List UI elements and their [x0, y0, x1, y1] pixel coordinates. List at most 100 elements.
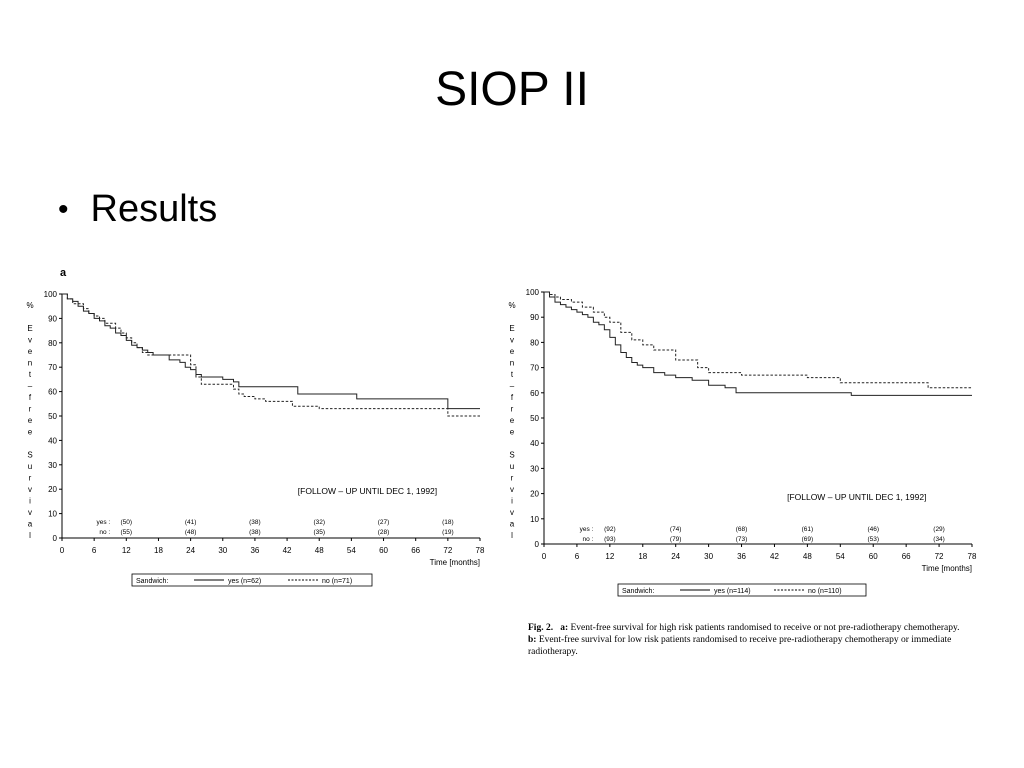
y-axis-letter: t	[29, 370, 32, 379]
at-risk-no-value: (55)	[121, 529, 133, 536]
at-risk-no-value: (38)	[249, 529, 261, 536]
y-axis-letter: i	[511, 497, 513, 506]
survival-chart-a: a 0 10 20 30 40 50 60 70 80 90 100 0 6 12 18 24 30 36 42 48 5…	[26, 267, 485, 587]
y-tick-label: 40	[530, 439, 539, 448]
at-risk-no-value: (48)	[185, 529, 197, 536]
at-risk-yes-value: (50)	[121, 519, 133, 526]
at-risk-yes-value: (46)	[867, 526, 879, 533]
x-tick-label: 18	[154, 546, 163, 555]
y-axis-letter: e	[510, 416, 515, 425]
at-risk-yes-value: (27)	[378, 519, 390, 526]
y-axis-letter: %	[508, 301, 515, 310]
y-tick-label: 0	[53, 534, 58, 543]
x-tick-label: 60	[379, 546, 388, 555]
y-axis-letter: –	[28, 382, 33, 391]
x-tick-label: 30	[704, 552, 713, 561]
y-axis-letter: r	[511, 405, 514, 414]
y-tick-label: 20	[530, 490, 539, 499]
x-tick-label: 42	[770, 552, 779, 561]
at-risk-no-label: no :	[583, 536, 594, 543]
y-axis-letter: v	[28, 485, 32, 494]
y-axis-letter: u	[28, 462, 32, 471]
at-risk-yes-label: yes :	[580, 526, 594, 533]
x-tick-label: 0	[60, 546, 65, 555]
y-tick-label: 0	[535, 540, 540, 549]
y-tick-label: 10	[530, 515, 539, 524]
at-risk-no-value: (28)	[378, 529, 390, 536]
y-axis-letter: u	[510, 462, 514, 471]
y-tick-label: 20	[48, 485, 57, 494]
y-axis-letter: v	[510, 485, 514, 494]
y-axis-letter: r	[29, 474, 32, 483]
y-tick-label: 60	[48, 388, 57, 397]
x-tick-label: 78	[968, 552, 977, 561]
survival-chart-b: 0 10 20 30 40 50 60 70 80 90 100 0 6 12 18 24 30 36 42 48 54…	[508, 288, 977, 597]
x-tick-label: 66	[902, 552, 911, 561]
y-tick-label: 80	[530, 338, 539, 347]
x-tick-label: 6	[575, 552, 580, 561]
x-tick-label: 72	[935, 552, 944, 561]
bullet-text: Results	[90, 188, 218, 230]
at-risk-no-value: (35)	[313, 529, 325, 536]
y-tick-label: 60	[530, 389, 539, 398]
at-risk-no-value: (34)	[933, 536, 945, 543]
x-tick-label: 24	[186, 546, 195, 555]
caption-fig: Fig. 2.	[528, 623, 554, 633]
y-tick-label: 80	[48, 339, 57, 348]
y-axis-letter: e	[28, 428, 33, 437]
at-risk-yes-value: (32)	[313, 519, 325, 526]
at-risk-yes-value: (74)	[670, 526, 682, 533]
at-risk-yes-value: (29)	[933, 526, 945, 533]
at-risk-yes-value: (61)	[802, 526, 814, 533]
y-tick-label: 30	[48, 461, 57, 470]
bullet-item: • Results	[58, 188, 217, 231]
y-tick-label: 90	[48, 314, 57, 323]
at-risk-no-value: (53)	[867, 536, 879, 543]
y-tick-label: 70	[530, 364, 539, 373]
legend-yes-label: yes (n=114)	[714, 588, 751, 595]
y-tick-label: 100	[44, 290, 58, 299]
at-risk-no-value: (19)	[442, 529, 454, 536]
x-tick-label: 66	[411, 546, 420, 555]
legend-box	[131, 573, 373, 587]
x-tick-label: 42	[283, 546, 292, 555]
legend-box	[617, 583, 867, 597]
y-axis-letter: a	[510, 520, 515, 529]
panel-label: a	[60, 267, 67, 279]
y-axis-letter: r	[29, 405, 32, 414]
legend-no-label: no (n=110)	[808, 588, 842, 595]
slide-title: SIOP II	[435, 63, 589, 116]
y-axis-letter: S	[27, 451, 32, 460]
series-yes-line	[62, 293, 480, 410]
caption-b-text: Event-free survival for low risk patient…	[528, 635, 952, 657]
y-tick-label: 40	[48, 436, 57, 445]
x-tick-label: 48	[803, 552, 812, 561]
at-risk-no-value: (73)	[736, 536, 748, 543]
y-axis-letter: n	[510, 359, 514, 368]
x-tick-label: 12	[122, 546, 131, 555]
y-axis-letter: S	[509, 451, 514, 460]
figure-caption: Fig. 2. a: Event-free survival for high …	[528, 622, 968, 658]
y-axis-letter: v	[510, 508, 514, 517]
x-tick-label: 30	[218, 546, 227, 555]
x-tick-label: 48	[315, 546, 324, 555]
x-tick-label: 24	[671, 552, 680, 561]
y-tick-label: 100	[526, 288, 540, 297]
at-risk-no-label: no :	[99, 529, 110, 536]
y-axis-letter: l	[511, 531, 513, 540]
y-axis-letter: i	[29, 497, 31, 506]
y-axis-letter: v	[510, 336, 514, 345]
x-tick-label: 72	[443, 546, 452, 555]
y-axis-letter: l	[29, 531, 31, 540]
y-axis-letter: %	[26, 301, 33, 310]
y-axis-letter: E	[27, 324, 32, 333]
at-risk-no-value: (93)	[604, 536, 616, 543]
x-axis-title: Time [months]	[430, 558, 480, 567]
at-risk-yes-value: (68)	[736, 526, 748, 533]
y-axis-letter: v	[28, 508, 32, 517]
legend-title: Sandwich:	[136, 578, 168, 585]
legend-yes-label: yes (n=62)	[228, 578, 261, 585]
x-tick-label: 12	[605, 552, 614, 561]
x-tick-label: 6	[92, 546, 97, 555]
y-tick-label: 70	[48, 363, 57, 372]
